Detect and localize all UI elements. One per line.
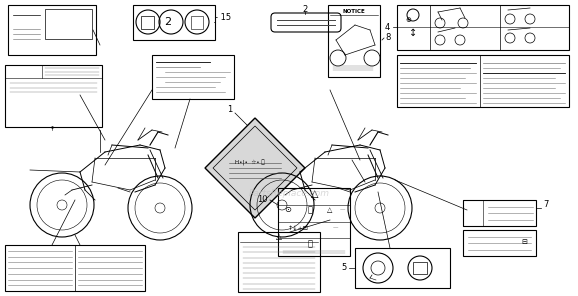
Text: 7: 7 [543,200,549,209]
Bar [133,5,215,40]
Text: —: — [332,226,338,231]
Text: ⊙: ⊙ [284,205,291,215]
Text: ⊟: ⊟ [521,239,527,245]
Text: 10: 10 [258,195,268,205]
Bar [397,5,569,50]
Text: ⊕: ⊕ [405,17,411,23]
Text: ↑↓+⊡: ↑↓+⊡ [288,226,309,231]
Text: ↕: ↕ [409,28,417,38]
Text: 5: 5 [342,263,347,273]
Text: △: △ [311,189,318,199]
Bar [45,9,92,39]
Bar [5,245,145,291]
Bar [463,200,483,226]
Text: ⛏: ⛏ [307,205,313,215]
Text: 2: 2 [302,6,307,15]
Text: △: △ [276,231,282,240]
Bar [355,248,450,288]
Text: —: — [339,207,344,213]
Text: △: △ [327,207,333,213]
Bar [5,65,102,127]
Bar [152,55,234,99]
Bar [413,262,427,274]
Bar [463,200,536,226]
Text: 8: 8 [385,33,390,43]
Text: NOTICE: NOTICE [343,9,365,14]
Text: 1: 1 [227,105,232,115]
Bar [278,188,350,256]
Bar [191,16,203,29]
Bar [238,232,320,292]
Text: - 15: - 15 [215,14,231,22]
Text: 2: 2 [164,17,172,27]
Text: 4: 4 [385,22,390,31]
Bar [8,5,96,55]
Bar [463,230,536,256]
Bar [328,5,380,77]
Polygon shape [205,118,305,218]
Bar [141,16,154,29]
Text: ⬛: ⬛ [307,239,313,249]
Text: PartsReplace.com: PartsReplace.com [249,189,329,197]
Bar [397,55,569,107]
Text: H•|•  ☆• ⬛: H•|• ☆• ⬛ [235,160,265,166]
